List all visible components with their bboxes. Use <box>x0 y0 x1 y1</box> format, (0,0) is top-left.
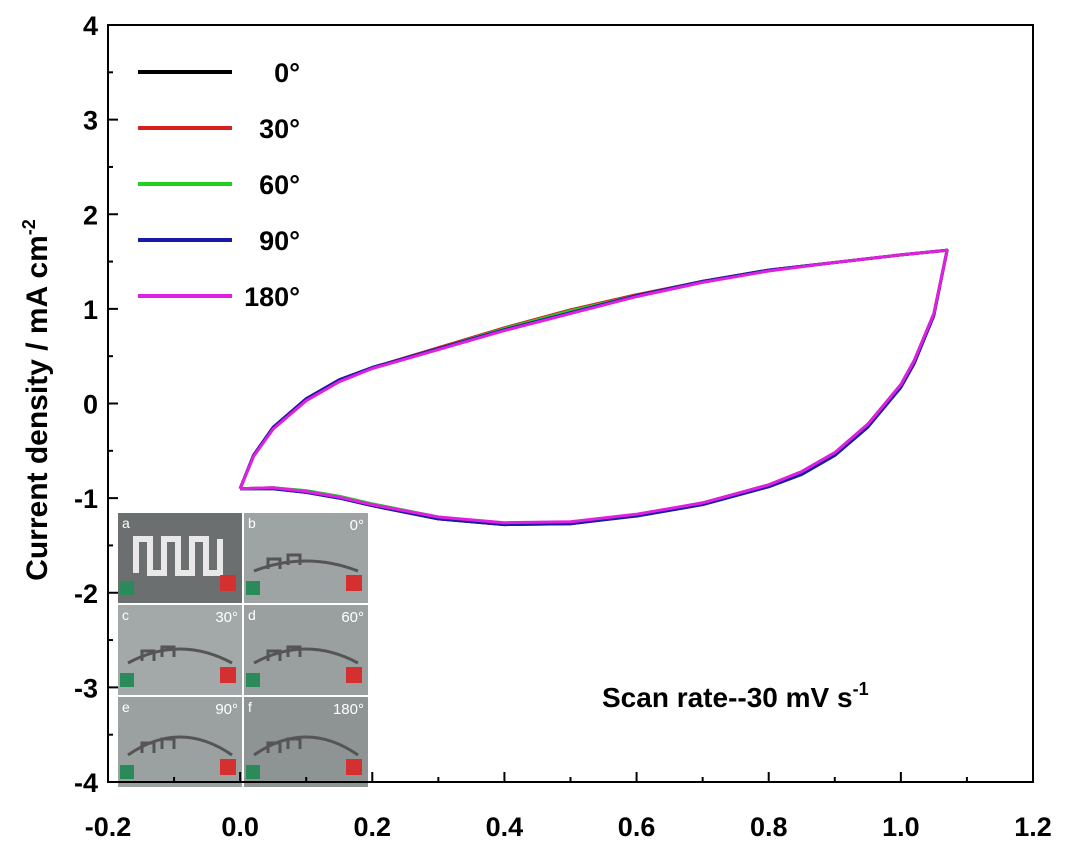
inset-panel-b: b 0° <box>244 513 368 603</box>
red-clip <box>220 667 236 683</box>
x-tick-label: -0.2 <box>85 812 132 842</box>
legend-label-1: 30° <box>259 114 300 144</box>
series-curves <box>238 248 949 527</box>
series-line-0 <box>238 248 949 527</box>
green-clip <box>120 673 134 687</box>
y-tick-label: -2 <box>74 579 98 609</box>
y-tick-label: -1 <box>74 484 98 514</box>
panel-letter: b <box>248 515 256 531</box>
y-axis-label: Current density / mA cm-2 <box>19 219 54 581</box>
green-clip <box>246 765 260 779</box>
panel-letter: c <box>122 607 129 623</box>
series-line-1 <box>238 248 949 526</box>
green-clip <box>246 673 260 687</box>
inset-panel-f: f 180° <box>244 697 368 787</box>
y-axis: 4 3 2 1 0 -1 -2 -3 -4 <box>74 11 118 798</box>
x-tick-label: 0.2 <box>354 812 392 842</box>
y-tick-label: -3 <box>74 673 98 703</box>
electrode-pattern <box>253 735 359 757</box>
electrode-pattern <box>133 536 223 576</box>
y-tick-label: 2 <box>83 200 98 230</box>
electrode-pattern <box>253 553 359 573</box>
x-axis: -0.2 0.0 0.2 0.4 0.6 0.8 1.0 1.2 <box>85 772 1052 842</box>
electrode-pattern <box>253 645 359 665</box>
x-tick-label: 0.0 <box>221 812 259 842</box>
legend-label-0: 0° <box>274 58 300 88</box>
red-clip <box>346 759 362 775</box>
y-tick-label: 3 <box>83 106 98 136</box>
panel-letter: a <box>122 515 130 531</box>
green-clip <box>246 581 260 595</box>
legend-label-2: 60° <box>259 170 300 200</box>
inset-panel-d: d 60° <box>244 605 368 695</box>
y-tick-label: 4 <box>83 11 98 41</box>
y-tick-label: 0 <box>83 390 98 420</box>
panel-angle: 90° <box>215 701 238 718</box>
inset-panel-c: c 30° <box>118 605 242 695</box>
red-clip <box>220 759 236 775</box>
panel-angle: 0° <box>350 517 364 534</box>
series-line-3 <box>238 248 949 527</box>
x-tick-label: 0.6 <box>618 812 656 842</box>
series-line-2 <box>238 248 949 526</box>
red-clip <box>346 667 362 683</box>
red-clip <box>346 575 362 591</box>
x-tick-label: 1.0 <box>882 812 920 842</box>
legend-label-3: 90° <box>259 226 300 256</box>
panel-angle: 30° <box>215 609 238 626</box>
legend: 0° 30° 60° 90° 180° <box>138 58 300 312</box>
x-tick-label: 0.4 <box>486 812 524 842</box>
electrode-pattern <box>127 645 233 665</box>
green-clip <box>120 581 134 595</box>
inset-photos: a b 0° c 30° d 60° e 90° f 180° <box>118 513 368 787</box>
panel-letter: f <box>248 699 252 715</box>
series-line-4 <box>238 248 949 525</box>
y-tick-label: 1 <box>83 295 98 325</box>
x-tick-label: 0.8 <box>750 812 788 842</box>
panel-letter: e <box>122 699 130 715</box>
panel-letter: d <box>248 607 256 623</box>
inset-panel-a: a <box>118 513 242 603</box>
legend-label-4: 180° <box>244 282 300 312</box>
y-tick-label: -4 <box>74 768 98 798</box>
inset-panel-e: e 90° <box>118 697 242 787</box>
electrode-pattern <box>127 735 233 757</box>
green-clip <box>120 765 134 779</box>
panel-angle: 60° <box>341 609 364 626</box>
panel-angle: 180° <box>333 701 364 718</box>
scan-rate-annotation: Scan rate--30 mV s-1 <box>602 679 869 713</box>
x-tick-label: 1.2 <box>1014 812 1052 842</box>
red-clip <box>220 575 236 591</box>
